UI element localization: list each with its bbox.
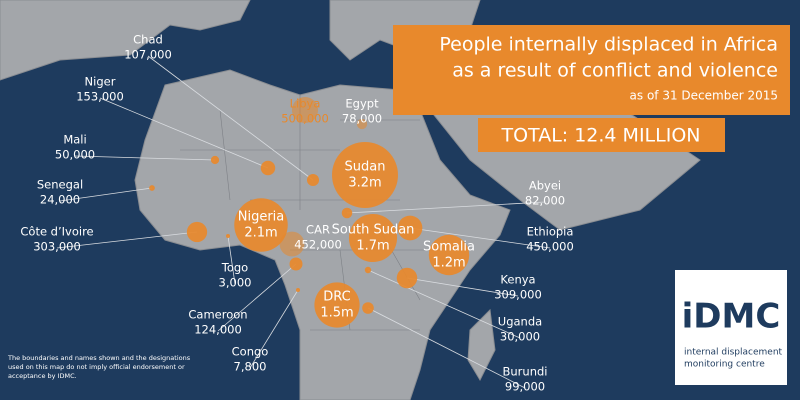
country-name: Togo [221, 261, 248, 275]
logo-tagline: monitoring centre [684, 360, 765, 370]
leader-line [59, 187, 153, 202]
europe [0, 0, 251, 81]
bubble [279, 231, 305, 257]
country-value: 500,000 [281, 112, 329, 126]
bubble [186, 221, 208, 243]
leader-line [56, 231, 198, 249]
country-name: Mali [63, 133, 86, 147]
country-name: Abyei [529, 179, 561, 193]
country-value: 3,000 [219, 276, 252, 290]
country-name: Niger [85, 75, 116, 89]
bubble [149, 185, 155, 191]
country-value: 50,000 [55, 148, 95, 162]
title-box [393, 25, 790, 115]
country-name: Senegal [37, 178, 83, 192]
total: TOTAL: 12.4 MILLION [501, 125, 701, 147]
country-value: 153,000 [76, 90, 124, 104]
country-value: 1.5m [320, 306, 353, 321]
bubble [289, 257, 303, 271]
bubble [428, 234, 470, 276]
country-name: Chad [133, 33, 163, 47]
bubble [226, 234, 230, 238]
title-line: as a result of conflict and violence [452, 60, 778, 82]
country-value: 450,000 [526, 240, 574, 254]
bubble [234, 198, 288, 252]
country-name: South Sudan [332, 223, 415, 238]
country-value: 309,000 [494, 288, 542, 302]
total-box [478, 118, 725, 152]
country-name: Burundi [503, 365, 548, 379]
country-name: Uganda [498, 315, 542, 329]
bubbles [149, 96, 470, 328]
bubble [356, 118, 368, 130]
subtitle: as of 31 December 2015 [630, 89, 778, 103]
leaders [56, 55, 551, 389]
disclaimer: acceptance by IDMC. [8, 372, 77, 380]
country-name: Egypt [345, 97, 379, 111]
bubble [348, 213, 398, 263]
country-value: 1.2m [432, 256, 465, 271]
bubble [332, 142, 398, 208]
country-name: Ethiopia [527, 225, 574, 239]
leader-line [217, 263, 297, 332]
country-value: 107,000 [124, 48, 172, 62]
country-name: Somalia [423, 240, 475, 255]
country-value: 1.7m [356, 239, 389, 254]
logo-tagline: internal displacement [684, 348, 783, 358]
logo-box [675, 270, 787, 385]
africa [134, 69, 511, 400]
bubble [296, 288, 300, 292]
country-name: Libya [290, 97, 321, 111]
country-name: Nigeria [238, 210, 285, 225]
bubble [291, 96, 319, 124]
country-name: DRC [323, 290, 350, 305]
leader-line [367, 307, 526, 389]
country-value: 124,000 [194, 323, 242, 337]
leader-line [249, 289, 299, 369]
bubble [364, 266, 372, 274]
disclaimer: The boundaries and names shown and the d… [7, 354, 191, 362]
disclaimer: used on this map do not imply official e… [8, 363, 185, 371]
bubble [397, 215, 423, 241]
bubble [210, 155, 220, 165]
country-name: Côte d’Ivoire [20, 225, 93, 239]
country-name: Cameroon [188, 308, 247, 322]
country-value: 303,000 [33, 240, 81, 254]
leader-line [99, 97, 269, 169]
bubble [260, 160, 276, 176]
leader-line [367, 269, 521, 339]
country-value: 82,000 [525, 194, 565, 208]
country-value: 24,000 [40, 193, 80, 207]
bubble [362, 302, 374, 314]
country-value: 452,000 [294, 238, 342, 252]
country-value: 7,800 [234, 360, 267, 374]
leader-line [227, 235, 236, 285]
bubble [341, 207, 353, 219]
bubble [314, 282, 360, 328]
bubble [306, 173, 320, 187]
country-value: 2.1m [244, 226, 277, 241]
bubble [396, 267, 418, 289]
country-value: 3.2m [348, 176, 381, 191]
title-line: People internally displaced in Africa [439, 34, 778, 56]
country-name: Sudan [345, 160, 386, 175]
leader-line [406, 277, 519, 297]
leader-line [409, 227, 551, 249]
country-value: 78,000 [342, 112, 382, 126]
country-name: Kenya [500, 273, 535, 287]
country-value: 99,000 [505, 380, 545, 394]
country-name: Congo [232, 345, 269, 359]
country-value: 30,000 [500, 330, 540, 344]
leader-line [74, 155, 216, 161]
logo-name: iDMC [682, 297, 781, 337]
leader-line [147, 55, 314, 181]
leader-line [346, 201, 546, 214]
country-name: CAR [306, 223, 330, 237]
